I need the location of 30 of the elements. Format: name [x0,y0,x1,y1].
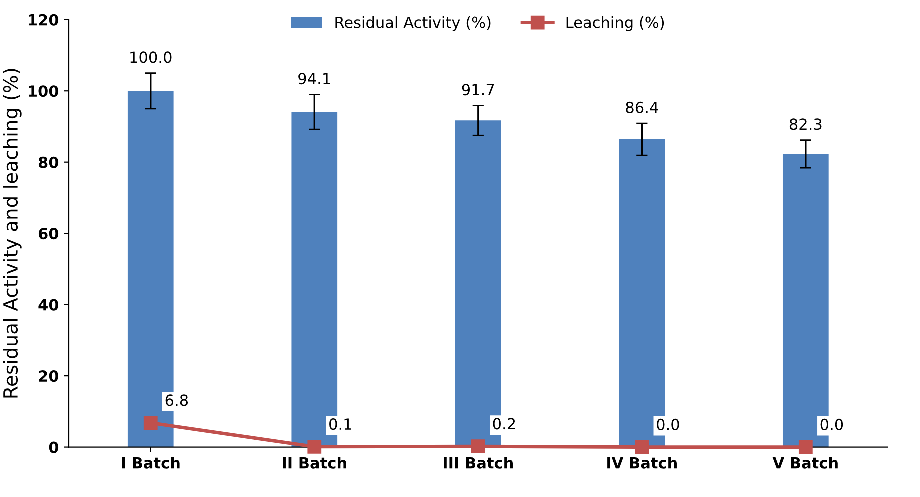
y-axis-title: Residual Activity and leaching (%) [3,69,22,398]
legend-label: Leaching (%) [566,16,664,32]
data-label: 0.0 [820,418,844,430]
y-tick-label: 80 [38,156,59,168]
point [635,440,650,454]
data-label: 86.4 [626,102,658,114]
data-label: 0.0 [657,418,680,430]
y-tick-label: 20 [39,370,59,382]
data-label: 6.8 [166,394,188,406]
y-tick-label: 120 [29,14,59,26]
data-label: 82.3 [790,118,822,130]
x-tick-label: V Batch [772,457,838,469]
data-label: 91.7 [462,84,494,96]
data-label: 0.1 [330,418,352,430]
x-tick-label: I Batch [122,457,180,469]
point [798,440,813,454]
x-tick-label: II Batch [283,457,346,469]
point [308,440,322,454]
data-label: 94.1 [298,73,330,85]
data-label: 0.2 [493,418,516,430]
point [471,440,486,454]
data-label: 100.0 [130,52,172,64]
y-tick-label: 0 [49,442,59,454]
legend-label: Residual Activity (%) [336,16,491,32]
y-tick-label: 60 [38,228,59,240]
x-tick-label: III Batch [444,457,513,469]
point [144,416,158,430]
y-tick-label: 100 [29,86,59,98]
x-tick-label: IV Batch [608,457,677,469]
y-tick-label: 40 [38,299,59,311]
